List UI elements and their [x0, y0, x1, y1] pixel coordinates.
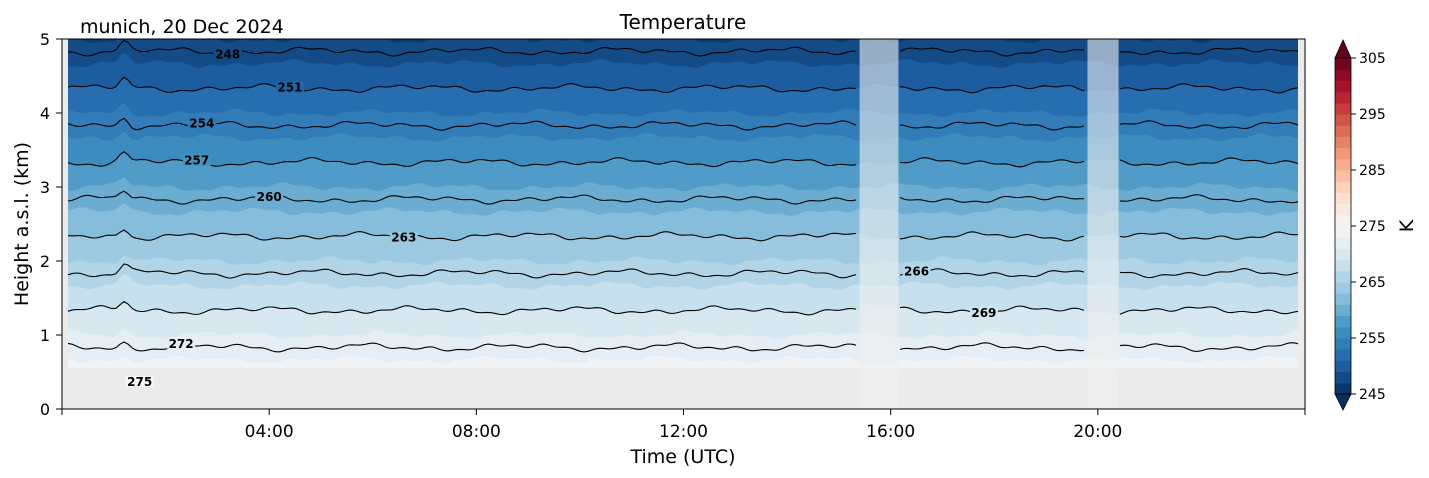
colorbar-tick-label-295: 295: [1359, 107, 1386, 123]
colorbar-segment-303: [1335, 58, 1351, 70]
contour-labels: 248 251 254 257 260 263 266 269 272 275: [125, 47, 998, 389]
contour-251: [67, 76, 1298, 94]
colorbar-tick-label-245: 245: [1359, 387, 1386, 403]
contour-label-257: 257: [184, 154, 209, 168]
colorbar-segment-259: [1335, 304, 1351, 317]
x-tick-label-20:00: 20:00: [1073, 422, 1122, 442]
colorbar-segment-291: [1335, 125, 1351, 137]
contour-lines: [67, 39, 1299, 353]
y-tick-label-3: 3: [40, 178, 50, 197]
colorbar-segment-251: [1335, 349, 1351, 361]
contour-260: [67, 190, 1299, 205]
colorbar-segment-277: [1335, 203, 1351, 216]
contour-label-bg-248: [213, 48, 242, 60]
colorbar-tick-label-305: 305: [1359, 51, 1386, 67]
colorbar-segment-267: [1335, 259, 1351, 272]
colorbar-segment-271: [1335, 237, 1351, 249]
contour-263: [67, 229, 1299, 242]
colorbar-segment-287: [1335, 147, 1351, 160]
x-axis-label: Time (UTC): [629, 446, 735, 468]
colorbar-segment-283: [1335, 170, 1351, 182]
colorbar-extend-min: [1334, 393, 1352, 411]
colorbar-segment-295: [1335, 102, 1351, 115]
colorbar-segment-285: [1335, 158, 1351, 171]
contour-label-269: 269: [971, 306, 996, 320]
x-tick-label-12:00: 12:00: [659, 422, 708, 442]
colorbar-segment-297: [1335, 91, 1351, 104]
contour-272: [67, 341, 1299, 353]
contour-label-263: 263: [391, 230, 416, 244]
colorbar-tick-label-275: 275: [1359, 219, 1386, 235]
colorbar-segment-275: [1335, 214, 1351, 227]
data-gaps: [859, 39, 1119, 409]
contour-label-bg-272: [167, 337, 196, 349]
contour-label-bg-254: [187, 117, 216, 129]
colorbar-segment-299: [1335, 80, 1351, 93]
data-gap-1: [859, 39, 899, 409]
contour-label-272: 272: [169, 337, 194, 351]
x-tick-label-04:00: 04:00: [245, 422, 294, 442]
contour-label-bg-263: [389, 231, 418, 243]
contour-label-bg-269: [969, 306, 998, 318]
colorbar-segment-263: [1335, 282, 1351, 294]
contour-label-bg-275: [125, 375, 154, 387]
contour-266: [67, 263, 1299, 279]
colorbar-segment-293: [1335, 114, 1351, 126]
contour-label-bg-251: [275, 81, 304, 93]
colorbar-segment-257: [1335, 315, 1351, 328]
colorbar-segment-255: [1335, 326, 1351, 339]
plot-area: 248 251 254 257 260 263 266 269 272 275: [62, 39, 1305, 409]
colorbar-segment-249: [1335, 360, 1351, 373]
colorbar-tick-label-255: 255: [1359, 331, 1386, 347]
contour-label-bg-260: [255, 190, 284, 202]
colorbar-label: K: [1396, 219, 1418, 232]
contour-label-bg-257: [182, 154, 211, 166]
colorbar-segment-281: [1335, 181, 1351, 193]
y-tick-label-4: 4: [40, 104, 50, 123]
colorbar-segment-273: [1335, 226, 1351, 238]
colorbar-segment-265: [1335, 270, 1351, 283]
colorbar-segment-301: [1335, 69, 1351, 81]
contour-label-266: 266: [904, 264, 929, 278]
y-tick-label-0: 0: [40, 400, 50, 419]
chart-title: Temperature: [619, 10, 747, 34]
y-axis: 0 1 2 3 4 5: [40, 30, 62, 419]
colorbar-segment-279: [1335, 192, 1351, 205]
colorbar-tick-label-285: 285: [1359, 163, 1386, 179]
colorbar-tick-label-265: 265: [1359, 275, 1386, 291]
data-gap-2: [1087, 39, 1119, 409]
contour-label-248: 248: [215, 47, 240, 61]
colorbar-extend-max: [1334, 39, 1352, 59]
colorbar: 245 255 265 275 285 295 305: [1334, 39, 1386, 411]
x-tick-label-16:00: 16:00: [866, 422, 915, 442]
y-tick-label-1: 1: [40, 326, 50, 345]
colorbar-segment-245: [1335, 382, 1351, 395]
colorbar-segment-261: [1335, 293, 1351, 305]
contour-label-251: 251: [277, 81, 302, 95]
colorbar-segment-247: [1335, 371, 1351, 384]
contour-248: [68, 39, 1299, 57]
contour-label-260: 260: [257, 190, 282, 204]
colorbar-segment-289: [1335, 136, 1351, 149]
colorbar-segment-269: [1335, 248, 1351, 261]
x-tick-label-08:00: 08:00: [452, 422, 501, 442]
contour-label-bg-266: [902, 265, 931, 277]
chart-subtitle: munich, 20 Dec 2024: [80, 16, 284, 38]
band-247: [68, 39, 1298, 68]
contour-label-275: 275: [127, 375, 152, 389]
colorbar-segment-253: [1335, 338, 1351, 350]
y-tick-label-2: 2: [40, 252, 50, 271]
y-tick-label-5: 5: [40, 30, 50, 49]
contour-label-254: 254: [189, 117, 214, 131]
x-axis: 04:00 08:00 12:00 16:00 20:00: [61, 409, 1306, 442]
y-axis-label: Height a.s.l. (km): [11, 142, 33, 306]
